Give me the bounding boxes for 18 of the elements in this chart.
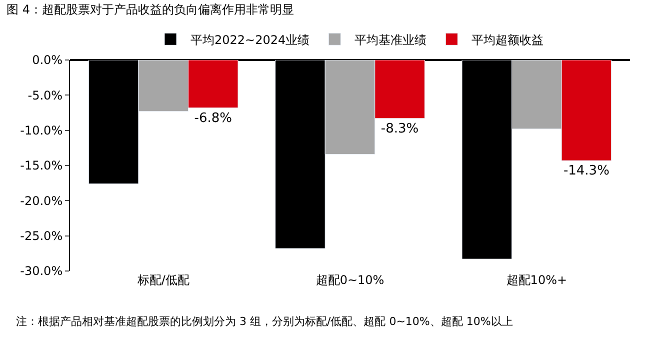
y-tick-label: -5.0%: [28, 88, 63, 102]
legend-label: 平均2022~2024业绩: [190, 32, 310, 47]
legend-label: 平均基准业绩: [354, 32, 427, 47]
y-tick-label: -25.0%: [20, 229, 63, 244]
chart-title: 图 4：超配股票对于产品收益的负向偏离作用非常明显: [6, 2, 294, 17]
y-tick-label: -10.0%: [20, 124, 63, 138]
text: 注：根据产品相对基准超配股票的比例划分为 3 组，分别为标配/低配、超配 0~10%、超配 10%以上: [16, 315, 513, 328]
legend-label: 平均超额收益: [472, 32, 544, 47]
x-tick-label: 标配/低配: [136, 273, 190, 287]
data-label: -6.8%: [194, 110, 232, 126]
data-label: -14.3%: [563, 164, 610, 179]
y-tick-label: -30.0%: [20, 264, 63, 278]
y-tick-label: 0.0%: [32, 53, 63, 68]
data-label: -8.3%: [380, 121, 419, 136]
y-tick-label: -15.0%: [20, 158, 63, 173]
x-tick-label: 超配10%+: [506, 273, 568, 287]
y-tick-label: -20.0%: [20, 194, 63, 208]
x-tick-label: 超配0~10%: [316, 273, 384, 287]
